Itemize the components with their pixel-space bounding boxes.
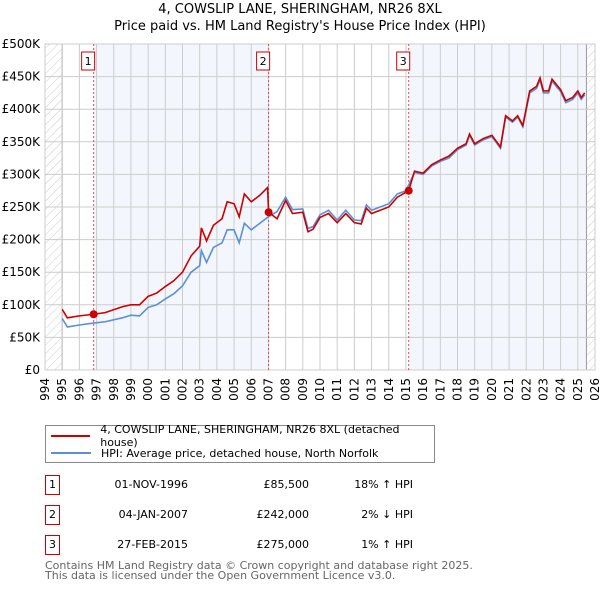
- x-tick-label: 2005: [227, 378, 241, 400]
- y-tick-label: £200K: [2, 233, 42, 247]
- property-line: [61, 75, 586, 319]
- x-tick-label: 2014: [382, 378, 396, 400]
- x-tick-label: 2022: [519, 378, 533, 400]
- x-tick-label: 2003: [193, 378, 207, 400]
- sale-number: 1: [45, 475, 60, 495]
- price-chart: 1994 1995 1996 1997 1998 1999 2000 2001 2002 2003…: [2, 37, 600, 400]
- x-tick-label: 2018: [451, 378, 465, 400]
- y-tick-label: £150K: [2, 265, 42, 279]
- x-tick-label: 2004: [210, 378, 224, 400]
- x-tick-label: 2026: [588, 378, 600, 400]
- x-tick-label: 2002: [176, 378, 190, 400]
- chart-subtitle: Price paid vs. HM Land Registry's House …: [114, 19, 486, 34]
- sale-label-box: [256, 51, 271, 71]
- x-tick-label: 2021: [502, 378, 516, 400]
- x-tick-label: 2007: [261, 378, 275, 400]
- sale-row: 3 27-FEB-2015 £275,000 1% ↑ HPI: [45, 535, 465, 555]
- y-tick-label: £350K: [2, 135, 42, 149]
- footer-line-2: This data is licensed under the Open Gov…: [45, 569, 396, 582]
- y-tick-label: £450K: [2, 70, 42, 84]
- x-tick-label: 2006: [244, 378, 258, 400]
- x-tick-label: 1999: [124, 378, 138, 400]
- sale-label: 3: [400, 55, 407, 68]
- y-tick-label: £100K: [2, 298, 42, 312]
- x-tick-label: 2012: [347, 378, 361, 400]
- x-tick-label: 2013: [365, 378, 379, 400]
- sale-hpi-diff: 18% ↑ HPI: [354, 478, 413, 491]
- sale-point: [404, 186, 413, 195]
- x-tick-label: 2020: [485, 378, 499, 400]
- sale-point: [89, 310, 98, 319]
- legend-hpi: HPI: Average price, detached house, Nort…: [101, 446, 379, 460]
- sale-price: £242,000: [256, 508, 310, 521]
- legend-property: 4, COWSLIP LANE, SHERINGHAM, NR26 8XL (d…: [100, 423, 400, 449]
- x-tick-label: 2008: [279, 378, 293, 400]
- sale-date: 04-JAN-2007: [118, 508, 188, 521]
- x-tick-label: 2015: [399, 378, 413, 400]
- hpi-line-swatch: [51, 452, 91, 454]
- x-tick-label: 2001: [158, 378, 172, 400]
- sale-number: 2: [45, 505, 60, 525]
- sale-price: £275,000: [256, 538, 310, 551]
- sale-label: 1: [85, 55, 92, 68]
- x-tick-label: 2000: [141, 378, 155, 400]
- x-tick-label: 2019: [468, 378, 482, 400]
- x-tick-label: 2023: [536, 378, 550, 400]
- y-tick-label: £0: [25, 363, 40, 377]
- sale-date: 01-NOV-1996: [114, 478, 188, 491]
- chart-legend: 4, COWSLIP LANE, SHERINGHAM, NR26 8XL (d…: [45, 423, 435, 463]
- x-tick-label: 2017: [433, 378, 447, 400]
- y-tick-label: £400K: [2, 102, 42, 116]
- x-tick-label: 2011: [330, 378, 344, 400]
- x-tick-label: 1995: [55, 378, 69, 400]
- sale-label: 2: [260, 55, 267, 68]
- x-tick-label: 1996: [72, 378, 86, 400]
- y-tick-label: £250K: [2, 200, 42, 214]
- sale-number: 3: [45, 535, 60, 555]
- sale-label-box: [81, 51, 96, 71]
- footer-line-1: Contains HM Land Registry data © Crown c…: [45, 559, 473, 572]
- x-tick-label: 2025: [571, 378, 585, 400]
- x-tick-label: 1994: [38, 378, 52, 400]
- sale-price: £85,500: [263, 478, 310, 491]
- x-tick-label: 2024: [554, 378, 568, 400]
- x-tick-label: 2016: [416, 378, 430, 400]
- sale-point: [264, 208, 273, 217]
- sale-row: 2 04-JAN-2007 £242,000 2% ↓ HPI: [45, 505, 465, 525]
- property-line-swatch: [51, 435, 91, 437]
- sale-label-box: [396, 51, 411, 71]
- x-tick-label: 2009: [296, 378, 310, 400]
- x-tick-label: 1998: [107, 378, 121, 400]
- footer: Contains HM Land Registry data © Crown c…: [45, 559, 473, 582]
- sale-date: 27-FEB-2015: [117, 538, 188, 551]
- sale-hpi-diff: 2% ↓ HPI: [361, 508, 413, 521]
- x-tick-label: 1997: [90, 378, 104, 400]
- y-tick-label: £300K: [2, 167, 42, 181]
- y-tick-label: £500K: [2, 37, 42, 51]
- sale-hpi-diff: 1% ↑ HPI: [361, 538, 413, 551]
- chart-title: 4, COWSLIP LANE, SHERINGHAM, NR26 8XL: [158, 2, 442, 17]
- x-tick-label: 2010: [313, 378, 327, 400]
- y-tick-label: £50K: [9, 330, 41, 344]
- sale-row: 1 01-NOV-1996 £85,500 18% ↑ HPI: [45, 475, 465, 495]
